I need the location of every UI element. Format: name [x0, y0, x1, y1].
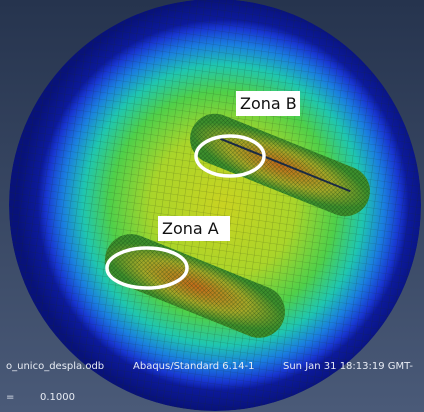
annotation-label: Zona B [240, 94, 297, 113]
scale-prefix: = [6, 392, 14, 403]
solver-version: Abaqus/Standard 6.14-1 [133, 361, 255, 372]
annotation-label: Zona A [162, 219, 219, 238]
file-name: o_unico_despla.odb [6, 361, 104, 372]
contour-plot [9, 0, 421, 411]
timestamp: Sun Jan 31 18:13:19 GMT- [283, 361, 413, 372]
scale-value: 0.1000 [40, 392, 75, 403]
viewport: Zona B Zona A o_unico_despla.odb Abaqus/… [0, 0, 424, 412]
